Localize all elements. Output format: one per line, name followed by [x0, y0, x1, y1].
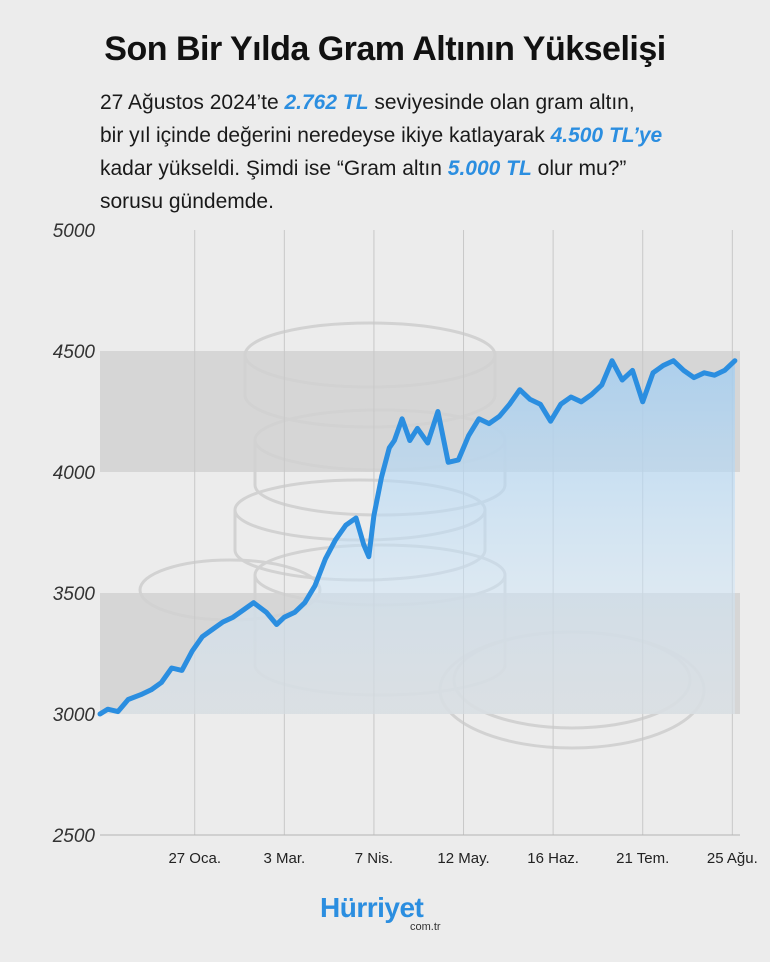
data-point	[620, 378, 625, 382]
data-point	[379, 474, 384, 479]
x-axis-ticks: 27 Oca. 3 Mar. 7 Nis. 12 May. 16 Haz. 21 Tem.…	[168, 850, 757, 867]
data-point	[241, 607, 246, 612]
hurriyet-domain: com.tr	[410, 921, 441, 933]
subtitle-text: seviyesinde olan gram altın,	[368, 91, 635, 114]
data-point	[671, 358, 676, 363]
y-tick-label: 4000	[53, 463, 96, 484]
data-point	[702, 370, 707, 375]
data-point	[343, 523, 348, 528]
series-points	[98, 358, 737, 716]
data-point	[579, 399, 584, 404]
x-tick-label: 12 May.	[437, 850, 489, 867]
data-point	[610, 358, 614, 363]
y-axis-ticks: 2500 3000 3500 4000 4500 5000	[52, 221, 96, 847]
data-point	[732, 358, 737, 363]
data-point	[630, 368, 635, 373]
data-point	[292, 610, 297, 615]
data-point	[407, 438, 412, 443]
subtitle-text: bir yıl içinde değerini neredeyse ikiye …	[100, 124, 551, 147]
data-point	[425, 441, 430, 445]
data-point	[200, 634, 205, 639]
x-tick-label: 7 Nis.	[355, 850, 393, 867]
y-tick-label: 3500	[53, 584, 96, 605]
x-tick-label: 16 Haz.	[527, 850, 579, 867]
series-line	[97, 358, 738, 717]
data-point	[497, 414, 502, 419]
data-point	[507, 402, 512, 407]
data-point	[105, 707, 110, 712]
data-point	[712, 373, 717, 378]
highlight-target-price: 5.000 TL	[447, 157, 532, 180]
subtitle-text: 27 Ağustos 2024’te	[100, 91, 285, 114]
data-point	[371, 513, 376, 518]
data-point	[400, 416, 405, 421]
data-point	[435, 409, 440, 414]
subtitle-text: kadar yükseldi. Şimdi ise “Gram altın	[100, 157, 448, 180]
y-tick-label: 5000	[53, 221, 96, 242]
y-tick-label: 2500	[52, 826, 96, 847]
page-title: Son Bir Yılda Gram Altının Yükselişi	[104, 30, 666, 68]
data-point	[691, 375, 696, 380]
data-point	[323, 557, 328, 562]
data-point	[190, 649, 195, 654]
data-point	[589, 392, 594, 397]
data-point	[251, 600, 256, 605]
data-point	[282, 615, 287, 620]
data-point	[159, 680, 164, 685]
data-point	[722, 368, 727, 373]
data-point	[231, 615, 236, 620]
x-tick-label: 3 Mar.	[263, 850, 305, 867]
data-point	[599, 382, 604, 387]
x-tick-label: 21 Tem.	[616, 850, 669, 867]
highlight-start-price: 2.762 TL	[284, 91, 369, 114]
data-point	[528, 397, 533, 402]
data-point	[302, 600, 307, 605]
highlight-current-price: 4.500 TL’ye	[550, 124, 663, 147]
data-point	[361, 542, 366, 547]
data-point	[487, 421, 492, 426]
data-point	[387, 445, 392, 450]
subtitle: 27 Ağustos 2024’te 2.762 TL seviyesinde …	[100, 86, 740, 218]
data-point	[415, 426, 420, 431]
data-point	[558, 402, 563, 407]
data-point	[661, 363, 666, 368]
y-tick-label: 3000	[53, 705, 96, 726]
x-tick-label: 27 Oca.	[168, 850, 221, 867]
data-point	[466, 433, 471, 438]
data-point	[149, 687, 154, 692]
data-point	[139, 692, 143, 697]
data-point	[98, 712, 102, 716]
data-point	[274, 622, 279, 627]
y-tick-label: 4500	[53, 342, 96, 363]
series-area	[100, 360, 735, 714]
x-tick-label: 25 Ağu.	[707, 850, 758, 867]
data-point	[220, 620, 225, 624]
data-point	[476, 416, 481, 421]
data-point	[333, 537, 338, 542]
data-point	[538, 402, 543, 407]
subtitle-text: sorusu gündemde.	[100, 190, 274, 213]
data-point	[313, 583, 317, 588]
data-point	[517, 387, 522, 392]
data-point	[169, 666, 174, 670]
subtitle-text: olur mu?”	[531, 157, 627, 180]
data-point	[392, 438, 397, 443]
data-point	[179, 668, 184, 673]
data-point	[210, 627, 215, 632]
data-point	[115, 709, 120, 714]
data-point	[548, 419, 553, 424]
data-point	[456, 457, 461, 462]
data-point	[651, 370, 655, 375]
data-point	[264, 610, 269, 615]
data-point	[354, 516, 358, 520]
data-point	[126, 697, 131, 702]
data-point	[681, 368, 686, 373]
hurriyet-logo: Hürriyet	[320, 892, 424, 923]
data-point	[366, 554, 371, 559]
data-point	[446, 460, 451, 465]
data-point	[640, 399, 645, 404]
data-point	[569, 395, 573, 399]
